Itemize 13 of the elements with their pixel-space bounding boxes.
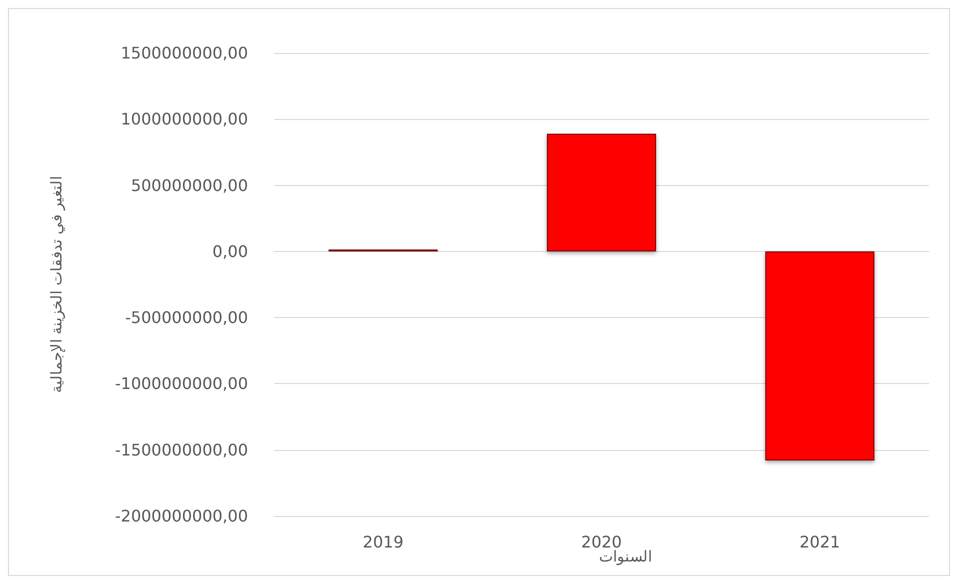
y-tick-label: -500000000,00 [125, 308, 248, 328]
y-tick-label: 1000000000,00 [120, 110, 248, 129]
x-tick-label: 2019 [362, 532, 404, 552]
bar [765, 251, 874, 460]
x-tick-label: 2021 [799, 532, 840, 552]
y-tick-label: -1000000000,00 [114, 374, 248, 394]
y-tick-label: -1500000000,00 [114, 440, 248, 460]
bar [546, 134, 656, 252]
y-tick-label: 0,00 [212, 242, 248, 261]
y-tick-label: 1500000000,00 [120, 44, 248, 62]
y-axis-title: التغير في تدفقات الخزينة الإجمالية [48, 176, 66, 394]
y-tick-label: 500000000,00 [130, 176, 248, 195]
y-tick-label: -2000000000,00 [114, 506, 248, 526]
